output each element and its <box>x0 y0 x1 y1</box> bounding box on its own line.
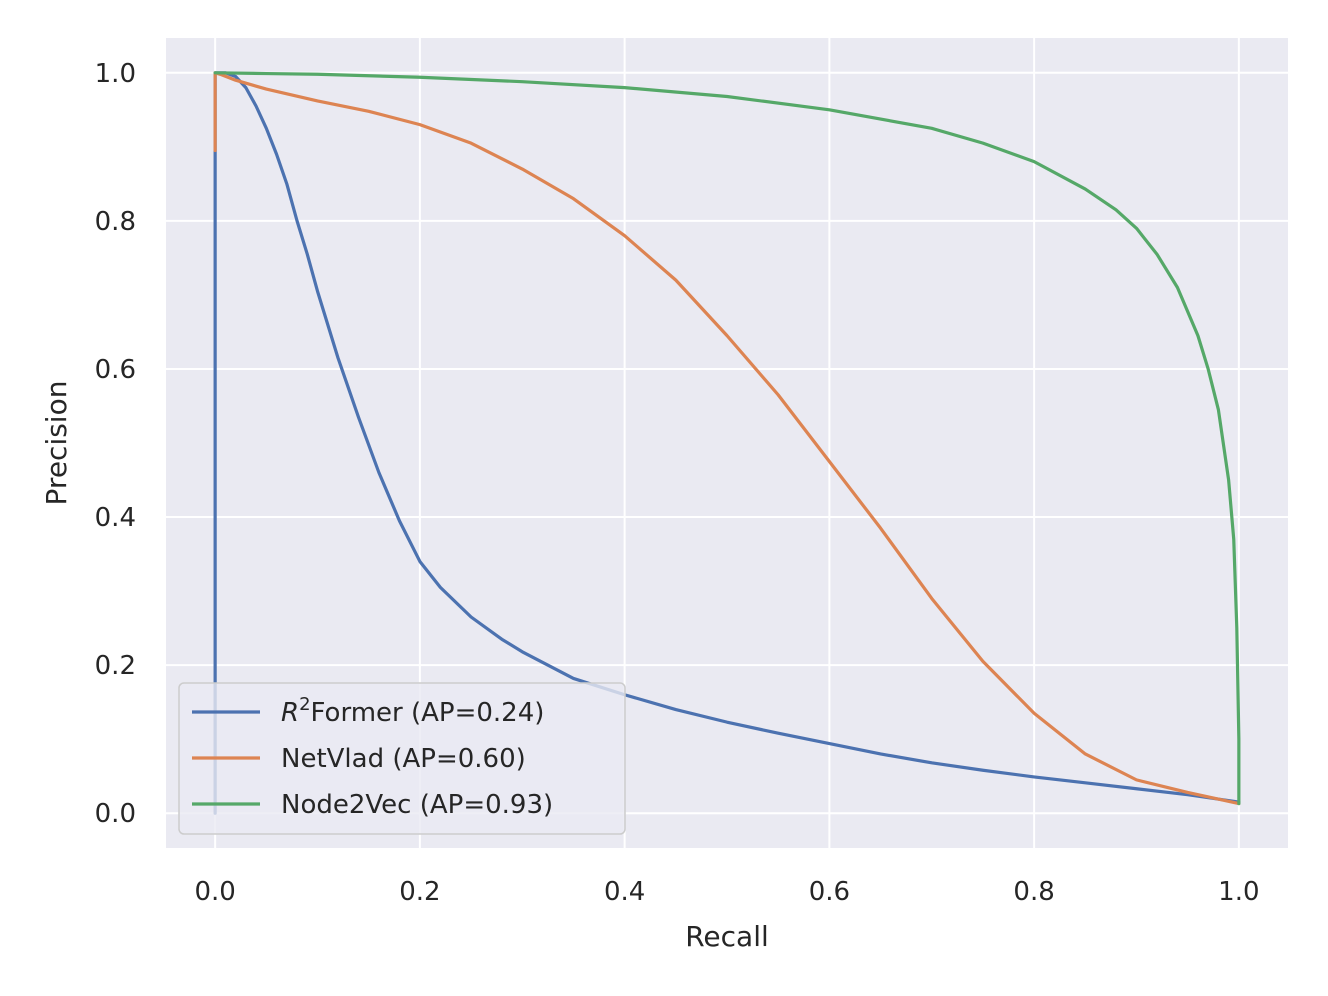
y-tick-label-5: 1.0 <box>95 59 136 89</box>
x-axis-label: Recall <box>685 920 769 953</box>
y-tick-label-3: 0.6 <box>95 355 136 385</box>
legend-label-1: NetVlad (AP=0.60) <box>281 744 526 774</box>
legend-label-0: R2Former (AP=0.24) <box>281 694 544 728</box>
series-line-1 <box>213 71 1241 806</box>
y-tick-label-2: 0.4 <box>95 503 136 533</box>
x-tick-label-0: 0.0 <box>194 877 235 907</box>
series-lines <box>213 71 1241 815</box>
grid-lines <box>166 38 1288 848</box>
legend-box <box>178 682 626 835</box>
x-tick-label-3: 0.6 <box>809 877 850 907</box>
y-tick-labels: 0.0 0.2 0.4 0.6 0.8 1.0 <box>95 59 136 829</box>
x-tick-label-2: 0.4 <box>604 877 645 907</box>
y-tick-label-0: 0.0 <box>95 799 136 829</box>
y-tick-label-4: 0.8 <box>95 207 136 237</box>
x-tick-labels: 0.0 0.2 0.4 0.6 0.8 1.0 <box>194 877 1259 907</box>
x-tick-label-4: 0.8 <box>1013 877 1054 907</box>
y-axis-label: Precision <box>40 381 73 506</box>
x-tick-label-1: 0.2 <box>399 877 440 907</box>
series-line-0 <box>213 71 1241 815</box>
y-tick-label-1: 0.2 <box>95 651 136 681</box>
legend: R2Former (AP=0.24) NetVlad (AP=0.60) Node2… <box>178 682 626 835</box>
series-line-2 <box>213 71 1241 806</box>
legend-label-2: Node2Vec (AP=0.93) <box>281 790 553 820</box>
x-tick-label-5: 1.0 <box>1218 877 1259 907</box>
